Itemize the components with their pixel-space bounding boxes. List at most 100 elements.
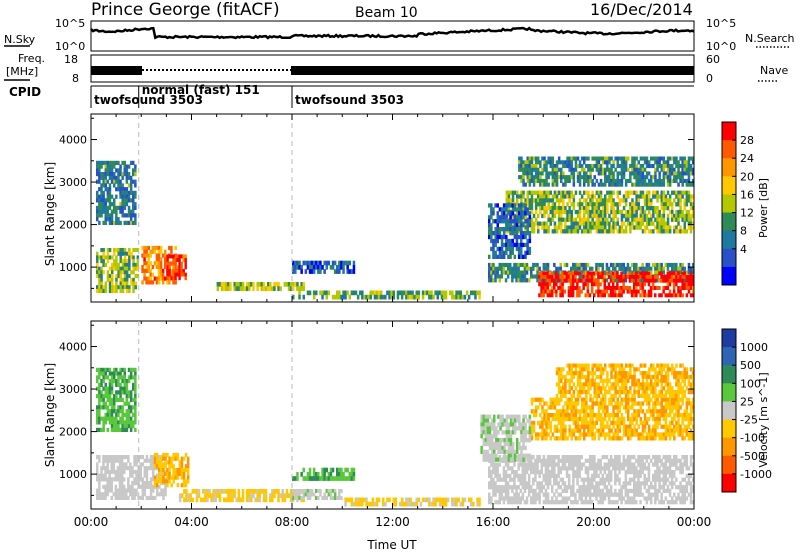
- data-cell: [677, 194, 680, 199]
- data-cell: [541, 416, 544, 422]
- data-cell: [162, 468, 165, 473]
- data-cell: [532, 496, 535, 501]
- data-cell: [564, 178, 567, 183]
- data-cell: [392, 294, 395, 300]
- data-cell: [184, 468, 188, 473]
- data-cell: [365, 501, 368, 507]
- data-cell: [141, 484, 144, 489]
- data-cell: [541, 182, 544, 187]
- data-cell: [528, 202, 532, 207]
- data-cell: [235, 497, 238, 503]
- data-cell: [683, 213, 686, 219]
- data-cell: [660, 271, 663, 276]
- data-cell: [662, 213, 666, 219]
- data-cell: [513, 254, 517, 259]
- data-cell: [580, 416, 584, 422]
- data-cell: [618, 286, 621, 290]
- data-cell: [111, 266, 114, 271]
- data-cell: [572, 477, 575, 482]
- data-cell: [135, 469, 138, 474]
- data-cell: [622, 275, 625, 279]
- data-cell: [517, 473, 520, 478]
- data-cell: [656, 473, 659, 478]
- data-cell: [166, 468, 169, 473]
- data-cell: [553, 275, 556, 279]
- data-cell: [614, 202, 617, 207]
- data-cell: [524, 221, 527, 226]
- data-cell: [523, 270, 527, 275]
- data-cell: [587, 217, 590, 222]
- data-cell: [601, 496, 604, 501]
- data-cell: [492, 219, 495, 224]
- data-cell: [492, 488, 495, 493]
- data-cell: [302, 467, 305, 473]
- data-cell: [123, 270, 127, 275]
- data-cell: [113, 198, 116, 203]
- data-cell: [104, 172, 107, 177]
- data-cell: [457, 290, 460, 296]
- data-cell: [371, 290, 375, 296]
- data-cell: [534, 274, 537, 279]
- data-cell: [612, 225, 615, 230]
- data-cell: [683, 190, 686, 195]
- data-cell: [570, 156, 573, 161]
- nave-tick-high: 60: [706, 53, 720, 66]
- data-cell: [520, 203, 523, 208]
- data-cell: [530, 225, 534, 230]
- data-cell: [302, 492, 305, 497]
- data-cell: [595, 416, 599, 422]
- data-cell: [212, 489, 215, 494]
- data-cell: [545, 160, 548, 165]
- data-cell: [683, 160, 686, 165]
- data-cell: [555, 500, 558, 505]
- data-cell: [183, 497, 186, 503]
- data-cell: [134, 274, 137, 279]
- data-cell: [132, 213, 135, 218]
- data-cell: [631, 225, 634, 230]
- data-cell: [546, 473, 550, 478]
- data-cell: [108, 274, 112, 279]
- data-cell: [520, 227, 523, 232]
- data-cell: [505, 227, 508, 232]
- data-cell: [118, 473, 122, 478]
- data-cell: [119, 266, 122, 271]
- data-cell: [656, 160, 659, 165]
- data-cell: [118, 481, 122, 486]
- data-cell: [599, 190, 603, 195]
- data-cell: [134, 194, 137, 199]
- data-cell: [681, 462, 684, 467]
- data-cell: [522, 190, 525, 195]
- data-cell: [298, 260, 301, 266]
- data-cell: [129, 175, 133, 180]
- data-cell: [631, 160, 634, 165]
- data-cell: [677, 485, 680, 490]
- data-cell: [677, 198, 680, 203]
- data-cell: [610, 225, 613, 230]
- data-cell: [578, 462, 581, 467]
- data-cell: [662, 156, 666, 161]
- data-cell: [129, 462, 132, 467]
- data-cell: [643, 202, 647, 207]
- data-cell: [601, 416, 605, 422]
- data-cell: [679, 500, 682, 505]
- data-cell: [350, 290, 354, 296]
- data-cell: [411, 501, 414, 507]
- data-cell: [597, 286, 600, 290]
- data-cell: [622, 282, 625, 287]
- data-cell: [145, 495, 149, 500]
- data-cell: [603, 455, 607, 460]
- data-cell: [104, 183, 107, 188]
- data-cell: [681, 160, 684, 165]
- data-cell: [679, 488, 682, 493]
- data-cell: [629, 206, 632, 211]
- data-cell: [106, 466, 109, 471]
- data-cell: [113, 183, 116, 188]
- data-cell: [624, 209, 628, 215]
- data-cell: [547, 175, 550, 180]
- data-cell: [599, 397, 603, 402]
- data-cell: [551, 455, 554, 460]
- data-cell: [108, 217, 112, 222]
- data-cell: [645, 221, 649, 226]
- data-cell: [319, 265, 322, 270]
